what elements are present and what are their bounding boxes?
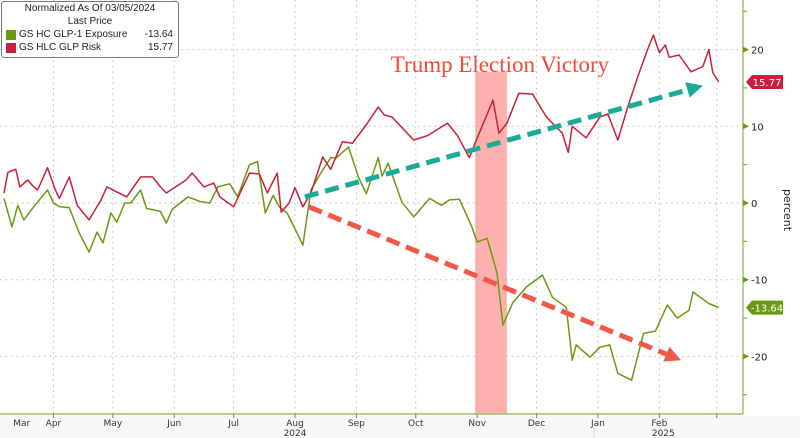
y-tick-label: 0 (751, 199, 757, 210)
x-tick-label: Apr (46, 419, 62, 429)
year-label: 2024 (284, 429, 307, 438)
legend-subtitle: Last Price (67, 16, 113, 27)
y-tick-label: 10 (751, 122, 764, 133)
y-tick-marker (743, 276, 749, 283)
x-tick-label: Aug (286, 419, 304, 429)
legend-swatch-red (6, 42, 16, 53)
x-tick-label: Jan (590, 419, 605, 429)
election-band (475, 72, 507, 414)
x-tick-label: Dec (528, 419, 545, 429)
downtrend-arrow-head (663, 346, 682, 362)
legend-item-value: 15.77 (147, 42, 173, 53)
series-line-glp1-exposure (3, 146, 719, 381)
series-line-glp-risk (3, 34, 720, 221)
y-tick-marker (743, 200, 749, 206)
y-tick-marker (743, 353, 749, 360)
y-tick-label: -10 (751, 276, 767, 287)
uptrend-arrow-head (685, 82, 703, 98)
election-annotation: Trump Election Victory (391, 52, 610, 77)
last-price-tag (746, 300, 783, 315)
x-tick-label: Jul (227, 419, 239, 429)
legend-title: Normalized As Of 03/05/2024 (24, 3, 156, 14)
last-price-label-exposure: -13.64 (751, 304, 783, 315)
legend-item-exposure: GS HC GLP-1 Exposure -13.64 (2, 28, 178, 41)
last-price-tag (746, 75, 783, 90)
legend-item-risk: GS HLC GLP Risk 15.77 (2, 41, 178, 54)
legend-item-value: -13.64 (144, 29, 173, 40)
uptrend-arrow (304, 87, 689, 200)
x-tick-label: Sep (348, 419, 365, 429)
legend: Normalized As Of 03/05/2024 Last Price G… (1, 1, 179, 58)
x-tick-label: May (104, 419, 123, 429)
y-axis-label: percent (781, 189, 794, 232)
x-tick-label: Jun (166, 419, 181, 429)
legend-swatch-green (6, 29, 16, 40)
year-label: 2025 (652, 429, 675, 438)
x-tick-label: Nov (468, 419, 486, 429)
x-tick-label: Mar (13, 419, 30, 429)
y-tick-label: 20 (751, 46, 764, 57)
legend-item-name: GS HLC GLP Risk (19, 42, 102, 53)
x-tick-label: Feb (651, 419, 667, 429)
downtrend-arrow (307, 204, 668, 357)
legend-item-name: GS HC GLP-1 Exposure (19, 29, 128, 40)
last-price-label-risk: 15.77 (753, 78, 782, 89)
x-axis-strip (0, 416, 800, 438)
y-tick-label: -20 (751, 352, 767, 363)
x-tick-label: Oct (408, 419, 424, 429)
y-tick-marker (743, 123, 749, 130)
y-tick-marker (743, 46, 749, 53)
